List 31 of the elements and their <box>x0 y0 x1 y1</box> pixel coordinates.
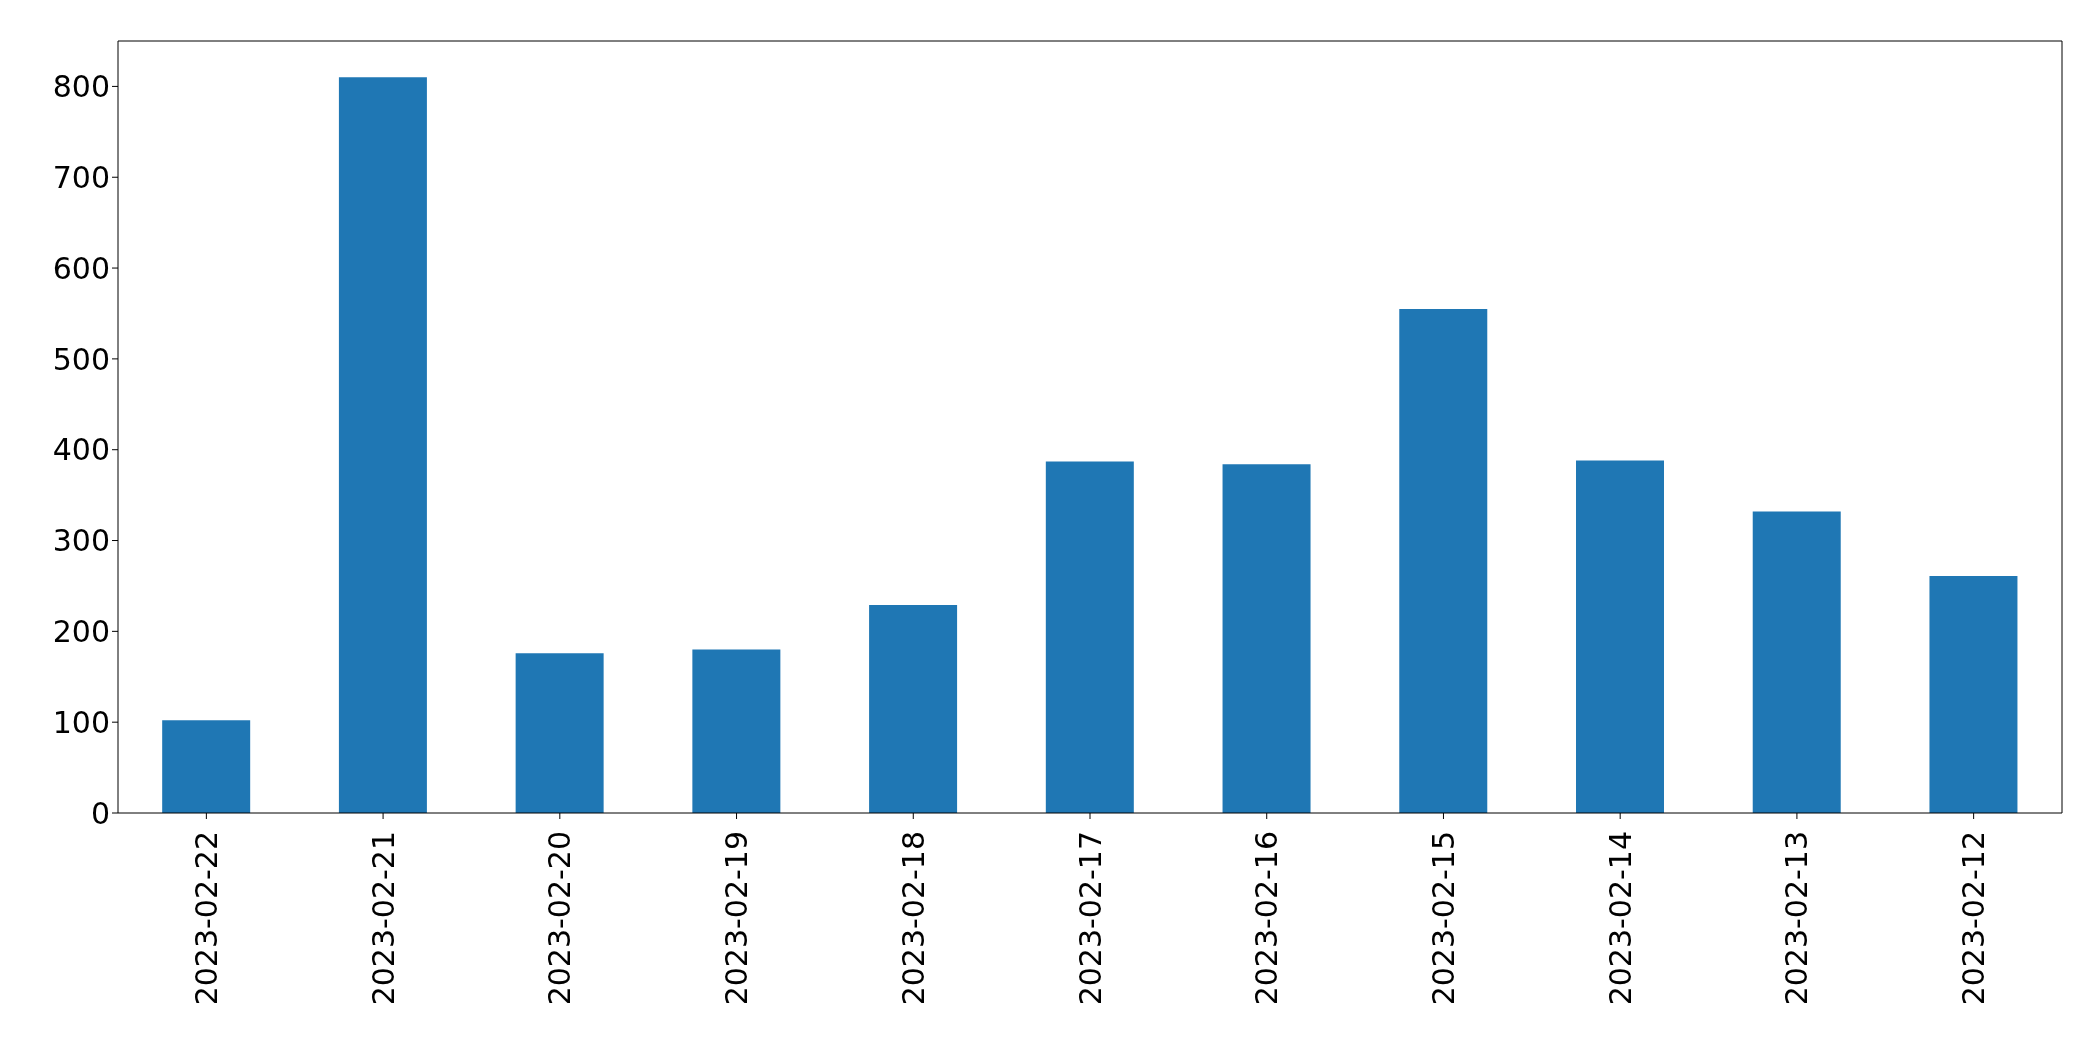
y-tick-label: 0 <box>90 795 110 831</box>
x-tick-label: 2023-02-16 <box>1249 831 1285 1006</box>
bar <box>1929 575 2018 813</box>
bar <box>162 720 251 813</box>
y-tick-label: 100 <box>52 704 110 740</box>
y-tick-label: 600 <box>52 250 110 286</box>
x-tick-label: 2023-02-20 <box>542 831 578 1006</box>
y-tick-label: 200 <box>52 614 110 649</box>
y-tick-label: 800 <box>52 69 110 105</box>
y-tick-label: 500 <box>52 341 110 377</box>
x-tick-label: 2023-02-18 <box>895 831 931 1006</box>
bar <box>1399 308 1488 813</box>
x-tick-label: 2023-02-15 <box>1425 831 1461 1006</box>
bar <box>338 77 427 813</box>
y-tick-label: 400 <box>52 432 110 468</box>
x-tick-label: 2023-02-22 <box>188 831 224 1006</box>
x-tick-label: 2023-02-21 <box>365 831 401 1006</box>
bar <box>1222 464 1311 813</box>
x-tick-label: 2023-02-19 <box>719 831 755 1006</box>
x-tick-label: 2023-02-12 <box>1956 831 1992 1006</box>
bar <box>869 605 958 813</box>
bar <box>1045 461 1134 813</box>
y-tick-label: 700 <box>52 159 110 195</box>
x-tick-label: 2023-02-14 <box>1602 831 1638 1006</box>
y-tick-label: 300 <box>52 523 110 559</box>
bar <box>515 653 604 813</box>
bar <box>1752 511 1841 813</box>
x-tick-label: 2023-02-17 <box>1072 831 1108 1006</box>
bar <box>692 649 781 813</box>
x-tick-label: 2023-02-13 <box>1779 831 1815 1006</box>
bar <box>1576 460 1664 813</box>
